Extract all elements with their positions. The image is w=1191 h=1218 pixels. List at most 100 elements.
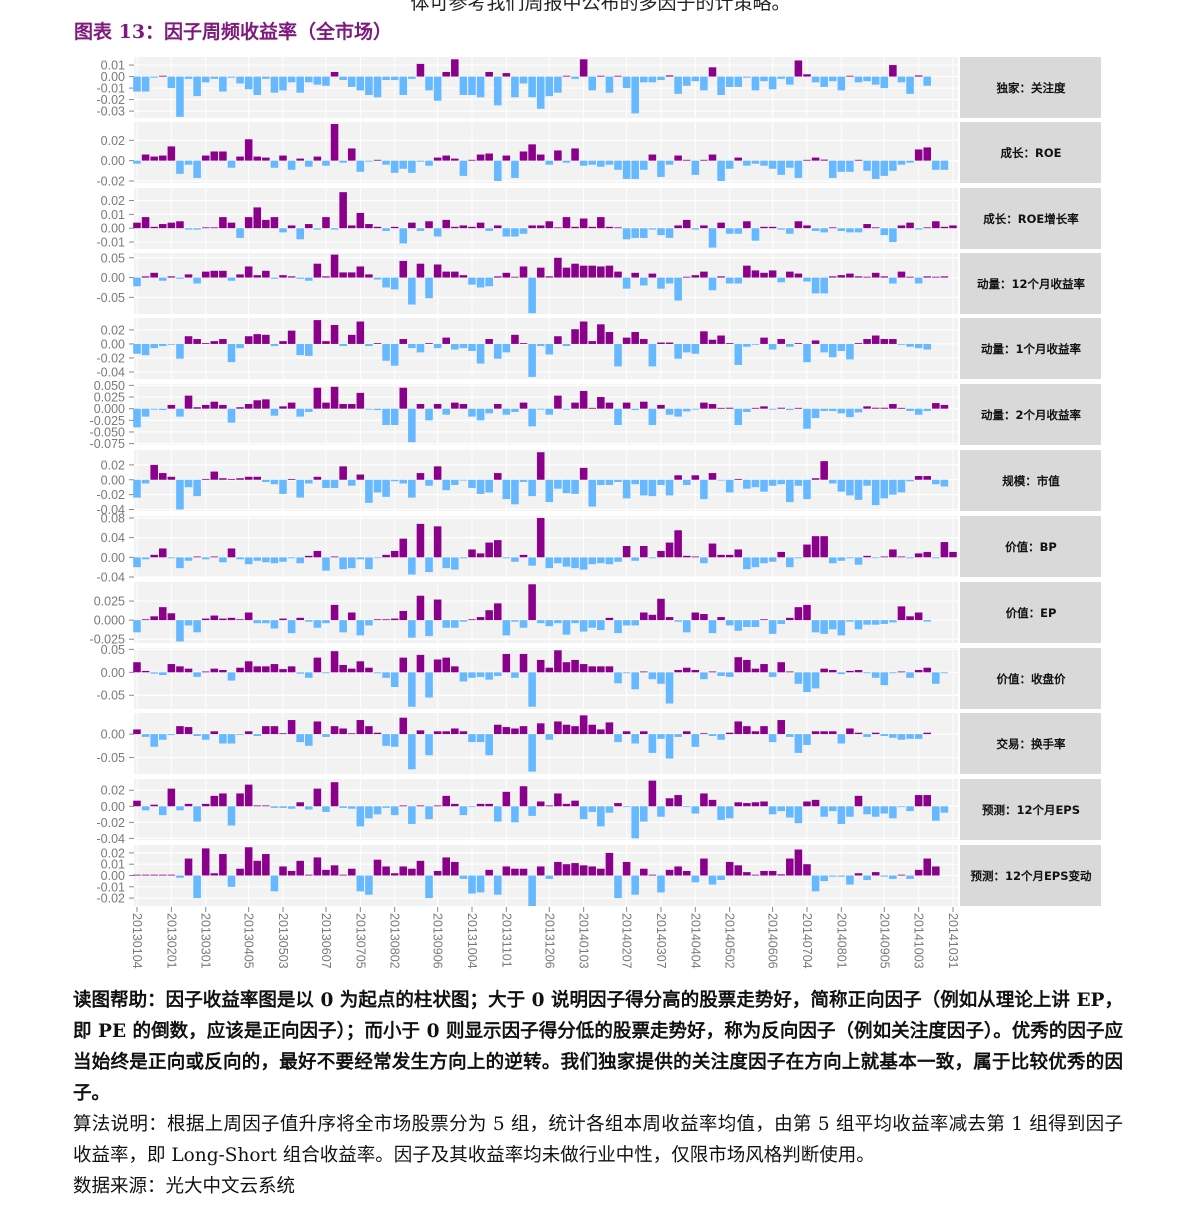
bar	[777, 662, 785, 673]
bar	[502, 343, 511, 353]
bar	[167, 404, 176, 409]
facet-panel: 0.020.00-0.02-0.04 规模：市值	[97, 450, 1101, 517]
bar	[725, 407, 734, 409]
bar	[648, 557, 657, 559]
bar	[639, 731, 648, 735]
bar	[253, 805, 262, 807]
bar	[408, 76, 416, 79]
bar	[811, 340, 820, 344]
bar	[416, 860, 425, 876]
x-tick-label: 20130201	[164, 913, 178, 969]
bar	[468, 734, 476, 743]
figure-title: 图表 13：因子周频收益率（全市场）	[74, 21, 393, 43]
bar	[313, 156, 322, 161]
bar	[305, 277, 313, 281]
x-tick-label: 20141031	[946, 913, 960, 969]
bar	[399, 866, 408, 876]
bar	[914, 476, 923, 480]
bar	[485, 869, 493, 876]
bar	[562, 803, 571, 807]
bar	[674, 530, 682, 558]
bar	[141, 734, 150, 737]
bar	[811, 478, 820, 480]
bar	[554, 395, 562, 409]
bar	[803, 343, 811, 363]
bar	[382, 408, 390, 425]
bar	[657, 479, 665, 485]
bar	[399, 479, 408, 484]
bar	[219, 618, 227, 621]
bar	[579, 806, 588, 820]
bar	[287, 478, 296, 480]
bar	[725, 554, 734, 558]
bar	[614, 557, 622, 562]
bar	[511, 620, 519, 622]
bar	[347, 272, 356, 278]
bar	[442, 657, 451, 673]
bar	[167, 276, 176, 278]
bar	[502, 866, 511, 876]
bar	[631, 734, 639, 744]
bar	[442, 408, 451, 415]
x-tick-label: 20130405	[242, 913, 256, 969]
bar	[863, 224, 871, 229]
bar	[914, 75, 923, 77]
bar	[519, 554, 528, 558]
bar	[871, 672, 880, 678]
x-tick-label: 20140307	[654, 913, 668, 969]
bar	[158, 548, 167, 558]
bar	[579, 715, 588, 735]
x-tick-label: 20140905	[877, 913, 891, 969]
bar	[270, 726, 279, 735]
x-tick-label: 20141003	[912, 913, 926, 969]
bar	[579, 218, 588, 229]
bar	[227, 160, 236, 168]
bar	[253, 275, 262, 278]
bar	[820, 228, 828, 233]
bar	[828, 620, 837, 630]
bar	[167, 343, 176, 345]
y-tick-label: -0.02	[97, 93, 126, 107]
bar	[219, 793, 227, 807]
panel-background	[134, 253, 958, 314]
bar	[442, 620, 451, 628]
bar	[614, 227, 622, 229]
bar	[279, 669, 287, 673]
bar	[743, 620, 751, 627]
bar	[914, 277, 923, 284]
bar	[313, 228, 322, 230]
bar	[562, 864, 571, 876]
bar	[889, 734, 897, 738]
bar	[700, 271, 708, 278]
bar	[751, 270, 760, 278]
facet-panel: 0.010.00-0.01-0.02-0.03 独家：关注度	[97, 57, 1101, 119]
bar	[390, 873, 399, 876]
bar	[433, 599, 442, 621]
bar	[597, 397, 605, 409]
bar	[837, 228, 846, 231]
bar	[193, 620, 201, 633]
bar	[803, 672, 811, 693]
bar	[889, 404, 897, 409]
bar	[330, 556, 339, 558]
bar	[562, 75, 571, 77]
y-tick-label: 0.02	[101, 194, 125, 208]
bar	[141, 76, 150, 92]
bar	[691, 670, 700, 673]
x-tick-label: 20130906	[431, 913, 445, 969]
bar	[528, 343, 536, 377]
bar	[236, 619, 244, 621]
bar	[717, 160, 725, 181]
bar	[382, 76, 390, 81]
bar	[880, 76, 889, 89]
y-tick-label: 0.00	[101, 473, 125, 487]
bar	[639, 228, 648, 238]
bar	[347, 557, 356, 569]
bar	[571, 148, 579, 161]
bar	[554, 557, 562, 564]
bar	[167, 557, 176, 559]
y-tick-label: 0.02	[101, 134, 125, 148]
bar	[897, 734, 906, 740]
bar	[588, 479, 597, 507]
bar	[201, 227, 210, 229]
